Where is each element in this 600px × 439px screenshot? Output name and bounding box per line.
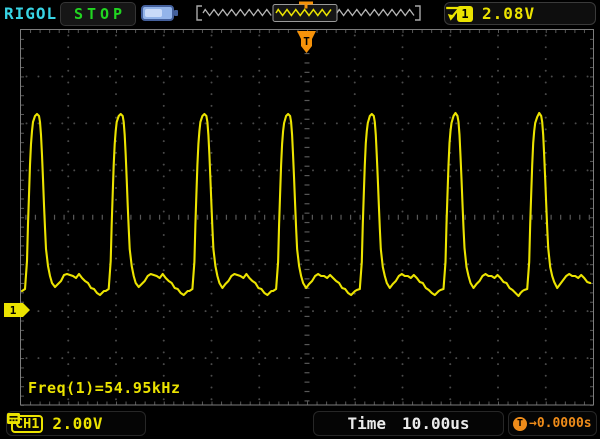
trigger-source-badge: 1 [457,5,473,22]
timebase-status[interactable]: Time 10.00us [313,411,504,436]
preview-trigger-tee [299,1,313,9]
channel1-status[interactable]: CH1 2.00V [6,411,146,436]
waveform-preview-strip[interactable] [196,4,421,22]
channel1-badge: CH1 [7,413,44,433]
trigger-offset-value: 0.0000s [536,416,592,431]
trigger-level-value: 2.08V [482,4,536,23]
trigger-offset-status[interactable]: T → 0.0000s [508,411,597,436]
freq-readout: Freq(1)=54.95kHz [28,379,181,397]
run-state-label: STOP [73,5,127,23]
ch1-waveform-trace [20,111,592,298]
trigger-offset-icon: T [513,416,527,431]
channel1-label: CH1 [15,415,40,432]
trigger-position-marker[interactable]: T [297,31,316,53]
brand-logo: RIGOL [4,4,58,23]
trigger-position-label: T [303,35,310,48]
trigger-offset-arrow-icon: → [529,416,537,431]
channel1-scale-value: 2.00V [52,414,104,433]
trigger-info[interactable]: 1 2.08V [444,2,596,25]
timebase-label: Time [347,414,387,433]
graticule-grid [20,29,594,406]
battery-charge-level [145,9,162,17]
battery-tip [174,10,178,16]
falling-edge-icon [446,6,461,21]
battery-icon [141,5,178,21]
channel1-ground-marker[interactable]: 1 [4,303,30,317]
run-state-indicator[interactable]: STOP [60,2,136,26]
channel1-ground-label: 1 [10,304,17,317]
dc-coupling-icon [7,413,20,424]
timebase-value: 10.00us [402,414,470,433]
